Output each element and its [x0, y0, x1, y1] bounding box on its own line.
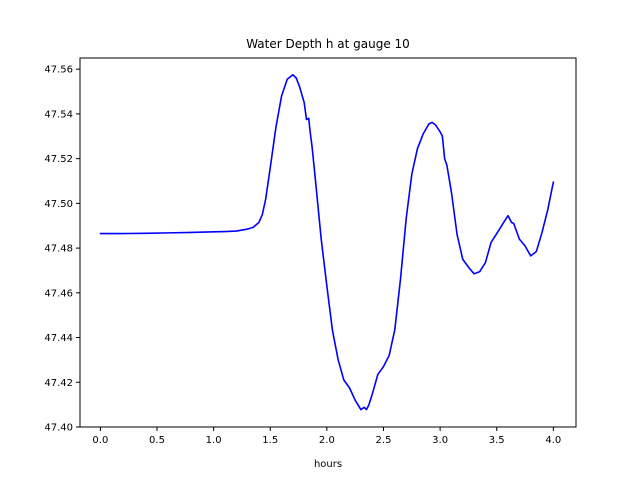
x-axis: 0.0 0.5 1.0 1.5 2.0 2.5 3.0 3.5 4.0	[92, 427, 561, 446]
x-tick-label: 1.5	[262, 435, 278, 446]
x-axis-label: hours	[314, 459, 342, 470]
y-tick-label: 47.42	[44, 378, 73, 389]
x-tick-label: 4.0	[545, 435, 561, 446]
x-tick-label: 2.0	[319, 435, 335, 446]
x-tick-label: 0.5	[149, 435, 165, 446]
y-tick-label: 47.52	[44, 154, 73, 165]
chart-title: Water Depth h at gauge 10	[246, 37, 410, 51]
y-tick-label: 47.40	[44, 423, 73, 434]
y-tick-label: 47.48	[44, 244, 73, 255]
x-tick-label: 0.0	[92, 435, 108, 446]
x-tick-label: 2.5	[376, 435, 392, 446]
x-tick-label: 3.0	[432, 435, 448, 446]
series-line-0	[99, 73, 555, 411]
y-tick-label: 47.46	[44, 288, 73, 299]
y-axis: 47.40 47.42 47.44 47.46 47.48 47.50 47.52 47.54…	[44, 65, 80, 434]
y-tick-label: 47.56	[44, 65, 73, 76]
y-tick-label: 47.50	[44, 199, 73, 210]
plot-area	[99, 73, 555, 411]
plot-frame	[79, 57, 577, 428]
x-tick-label: 1.0	[206, 435, 222, 446]
x-tick-label: 3.5	[489, 435, 505, 446]
y-tick-label: 47.44	[44, 333, 73, 344]
y-tick-label: 47.54	[44, 109, 73, 120]
